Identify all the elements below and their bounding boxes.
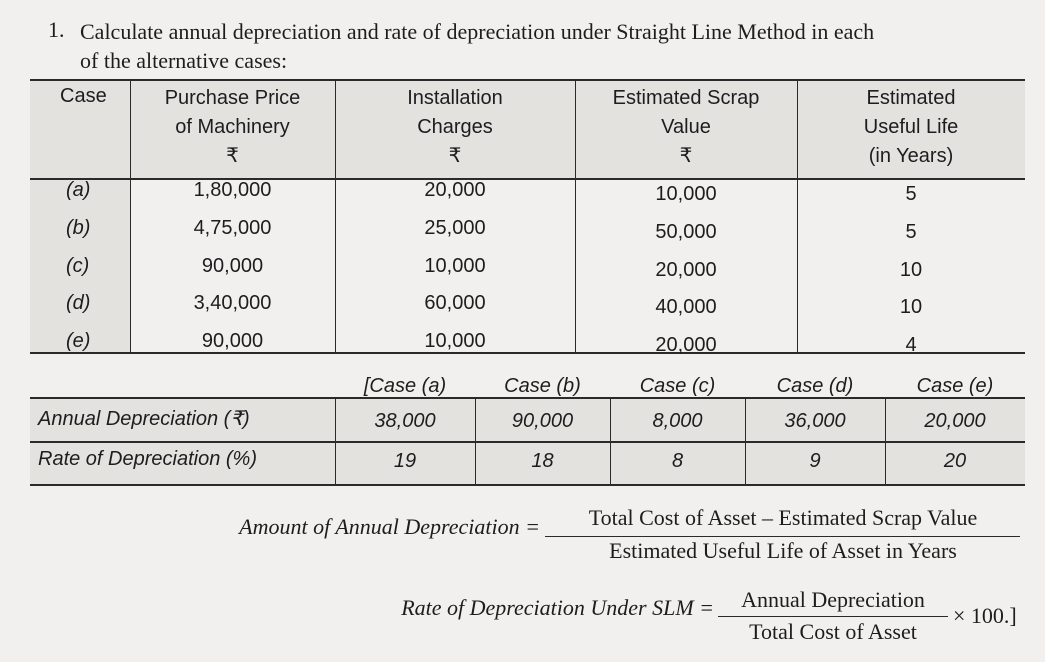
- question-number: 1.: [48, 17, 65, 42]
- header-cell: Charges: [417, 116, 493, 138]
- case-label: (d): [66, 292, 91, 314]
- cell: 5: [905, 183, 917, 205]
- rule: [475, 398, 476, 484]
- header-shade: [30, 80, 1025, 178]
- cell: 50,000: [655, 221, 717, 243]
- cell: 20,000: [924, 410, 986, 432]
- cell: 3,40,000: [193, 292, 272, 314]
- cell: 19: [393, 450, 417, 472]
- denominator: Estimated Useful Life of Asset in Years: [609, 538, 957, 563]
- header-cell: Estimated: [866, 87, 956, 109]
- cell: 60,000: [424, 292, 486, 314]
- cell: 4,75,000: [193, 217, 272, 239]
- cell: 20: [943, 450, 967, 472]
- row-label: Annual Depreciation (₹): [38, 408, 250, 430]
- header-cell: Purchase Price: [164, 87, 301, 109]
- cell: 9: [809, 450, 821, 472]
- header-cell: Estimated Scrap: [612, 87, 760, 109]
- cell: 1,80,000: [193, 179, 272, 201]
- header-cell: ₹: [226, 145, 239, 167]
- cell: 90,000: [511, 410, 574, 432]
- denominator: Total Cost of Asset: [749, 619, 917, 644]
- header-cell: ₹: [679, 145, 693, 167]
- rule: [610, 398, 611, 484]
- cell: 20,000: [655, 334, 717, 356]
- header-cell: Useful Life: [863, 116, 959, 138]
- cell: 8,000: [652, 410, 703, 432]
- formula-lhs: Amount of Annual Depreciation =: [239, 514, 540, 539]
- cell: 90,000: [201, 255, 264, 277]
- header-cell: of Machinery: [175, 116, 290, 138]
- rule: [30, 441, 1025, 443]
- case-label: (e): [66, 330, 91, 352]
- case-header: Case (c): [639, 375, 716, 397]
- case-label: (b): [66, 217, 91, 239]
- formula-tail: × 100.]: [953, 603, 1017, 628]
- formula-lhs: Rate of Depreciation Under SLM =: [401, 595, 714, 620]
- header-cell: (in Years): [868, 145, 954, 167]
- cell: 36,000: [784, 410, 846, 432]
- rule: [130, 80, 131, 352]
- rule: [335, 398, 336, 484]
- rule: [30, 178, 1025, 180]
- rule: [545, 536, 1020, 538]
- rule: [797, 80, 798, 352]
- rule: [30, 79, 1025, 81]
- cell: 25,000: [424, 217, 486, 239]
- header-cell: Value: [661, 116, 711, 138]
- rule: [718, 616, 948, 618]
- case-label: (a): [66, 179, 91, 201]
- rule: [575, 80, 576, 352]
- rule: [30, 484, 1025, 486]
- case-header: [Case (a): [363, 375, 447, 397]
- col-shade: [30, 178, 130, 352]
- cell: 38,000: [374, 410, 436, 432]
- case-header: Case (d): [776, 375, 854, 397]
- numerator: Total Cost of Asset – Estimated Scrap Va…: [588, 505, 978, 530]
- cell: 10,000: [655, 183, 717, 205]
- cell: 10: [899, 259, 923, 281]
- question-text: Calculate annual depreciation and rate o…: [80, 19, 875, 44]
- header-cell: ₹: [448, 145, 462, 167]
- row-label: Rate of Depreciation (%): [38, 448, 257, 470]
- cell: 90,000: [201, 330, 264, 352]
- cell: 10,000: [424, 330, 486, 352]
- cell: 10: [899, 296, 923, 318]
- cell: 5: [905, 221, 917, 243]
- header-cell: Installation: [407, 87, 503, 109]
- question-text: of the alternative cases:: [80, 48, 288, 73]
- case-label: (c): [66, 255, 90, 277]
- rule: [30, 352, 1025, 354]
- rule: [30, 397, 1025, 399]
- header-cell: Case: [60, 85, 107, 107]
- case-header: Case (b): [504, 375, 581, 397]
- cell: 4: [905, 334, 917, 356]
- cell: 20,000: [424, 179, 486, 201]
- rule: [885, 398, 886, 484]
- cell: 40,000: [655, 296, 717, 318]
- case-header: Case (e): [916, 375, 994, 397]
- cell: 10,000: [424, 255, 486, 277]
- rule: [745, 398, 746, 484]
- cell: 18: [531, 450, 554, 472]
- cell: 8: [671, 450, 684, 472]
- numerator: Annual Depreciation: [741, 587, 925, 612]
- rule: [335, 80, 336, 352]
- cell: 20,000: [655, 259, 717, 281]
